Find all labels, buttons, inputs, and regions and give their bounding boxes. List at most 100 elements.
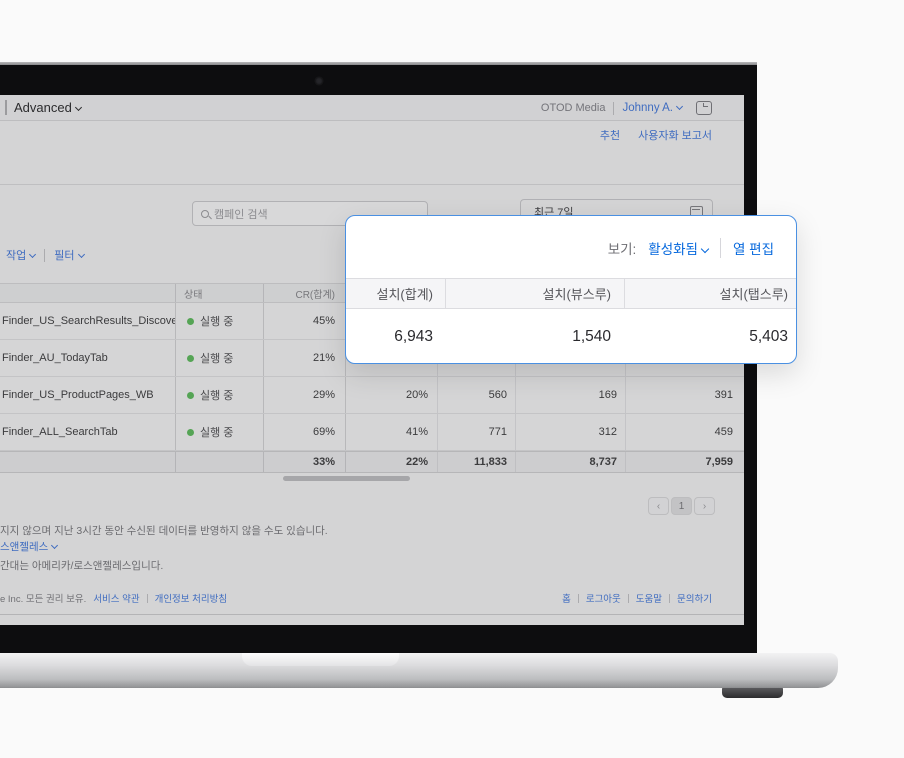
installs-tapthrough-value: 5,403 — [749, 328, 788, 345]
metric-cell: 41% — [345, 414, 437, 450]
column-campaign — [0, 284, 175, 302]
copyright-text: e Inc. 모든 권리 보유. — [0, 594, 87, 605]
chevron-down-icon — [77, 250, 85, 259]
campaign-name[interactable]: Finder_ALL_SearchTab — [2, 426, 118, 438]
metric-cell: 391 — [625, 377, 744, 413]
status-dot — [187, 354, 194, 362]
cr-total-cell: 45% — [263, 303, 345, 339]
chevron-down-icon — [29, 250, 37, 259]
top-nav-bar: Advanced OTOD Media Johnny A. — [0, 95, 744, 121]
totals-metric: 22% — [345, 452, 437, 472]
prev-page-button[interactable]: ‹ — [648, 497, 669, 515]
logout-link[interactable]: 로그아웃 — [585, 594, 621, 605]
status-cell: 실행 중 — [175, 414, 263, 450]
cr-total-cell: 29% — [263, 377, 345, 413]
timezone-link[interactable]: 스앤젤레스 — [0, 539, 59, 554]
search-icon — [201, 209, 209, 218]
nav-right-group: OTOD Media Johnny A. — [541, 95, 712, 121]
pagination: ‹ 1 › — [648, 497, 715, 515]
sidebar-panel-icon[interactable] — [696, 101, 712, 115]
next-page-button[interactable]: › — [694, 497, 715, 515]
callout-values-row: 6,943 1,540 5,403 — [346, 310, 796, 363]
privacy-link[interactable]: 개인정보 처리방침 — [154, 594, 228, 605]
totals-metric: 7,959 — [625, 452, 744, 472]
chevron-down-icon — [675, 102, 684, 111]
view-dropdown[interactable]: 활성화됨 — [648, 238, 710, 258]
search-placeholder: 캠페인 검색 — [214, 208, 268, 221]
column-status[interactable]: 상태 — [175, 284, 263, 302]
cr-total-cell: 21% — [263, 340, 345, 376]
installs-total-value: 6,943 — [394, 328, 433, 345]
campaign-name[interactable]: Finder_US_SearchResults_Discovery — [2, 315, 175, 327]
laptop-lid-edge — [0, 62, 757, 66]
cr-total-cell: 69% — [263, 414, 345, 450]
footer-separator — [669, 593, 671, 603]
status-cell: 실행 중 — [175, 377, 263, 413]
report-links-row: 추천 사용자화 보고서 — [600, 127, 712, 143]
status-dot — [187, 428, 194, 436]
view-controls: 보기: 활성화됨 열 편집 — [608, 238, 774, 258]
metric-cell: 20% — [345, 377, 437, 413]
section-divider — [0, 184, 744, 185]
totals-cr: 33% — [263, 452, 345, 472]
campaign-name[interactable]: Finder_US_ProductPages_WB — [2, 389, 154, 401]
edit-columns-button[interactable]: 열 편집 — [732, 242, 774, 257]
metric-cell: 771 — [437, 414, 515, 450]
footer-separator — [577, 593, 579, 603]
recommendations-link[interactable]: 추천 — [599, 130, 621, 142]
status-cell: 실행 중 — [175, 340, 263, 376]
installs-viewthrough-value: 1,540 — [572, 328, 611, 345]
totals-metric: 8,737 — [515, 452, 625, 472]
footer-separator — [146, 593, 148, 603]
view-label: 보기: — [607, 242, 637, 257]
columns-callout-card: 보기: 활성화됨 열 편집 설치(합계) 설치(뷰스루) 설치(탭스루) 6,9… — [345, 215, 797, 364]
horizontal-scrollbar[interactable] — [283, 476, 410, 481]
user-menu[interactable]: Johnny A. — [622, 102, 684, 114]
campaign-name[interactable]: Finder_AU_TodayTab — [2, 352, 108, 364]
column-installs-total[interactable]: 설치(합계) — [376, 287, 434, 302]
metric-cell: 560 — [437, 377, 515, 413]
controls-separator — [719, 238, 721, 258]
terms-link[interactable]: 서비스 약관 — [93, 594, 140, 605]
column-cr-total[interactable]: CR(합계) — [263, 284, 345, 302]
timezone-note: 간대는 아메리카/로스앤젤레스입니다. — [0, 560, 164, 572]
column-installs-tapthrough[interactable]: 설치(탭스루) — [624, 279, 796, 308]
footer-bar: e Inc. 모든 권리 보유. 서비스 약관 개인정보 처리방침 홈 로그아웃… — [0, 591, 712, 605]
status-dot — [187, 317, 194, 325]
chevron-down-icon — [51, 541, 59, 550]
chevron-down-icon — [700, 244, 710, 254]
laptop-lid-groove — [242, 653, 399, 666]
advanced-label: Advanced — [14, 100, 72, 115]
column-installs-viewthrough[interactable]: 설치(뷰스루) — [445, 279, 624, 308]
filters-menu[interactable]: 필터 — [54, 247, 85, 263]
status-cell: 실행 중 — [175, 303, 263, 339]
status-dot — [187, 391, 194, 399]
metric-cell: 169 — [515, 377, 625, 413]
totals-row: 33% 22% 11,833 8,737 7,959 — [0, 451, 744, 473]
webcam-dot — [315, 77, 323, 85]
footer-separator — [627, 593, 629, 603]
totals-metric: 11,833 — [437, 452, 515, 472]
footer-divider — [0, 614, 744, 615]
actions-menu[interactable]: 작업 — [6, 247, 37, 263]
nav-separator — [613, 101, 615, 115]
help-link[interactable]: 도움말 — [635, 594, 663, 605]
footer-left: e Inc. 모든 권리 보유. 서비스 약관 개인정보 처리방침 — [0, 591, 227, 605]
table-row[interactable]: Finder_ALL_SearchTab 실행 중 69% 41% 771 31… — [0, 414, 744, 451]
metric-cell: 459 — [625, 414, 744, 450]
footer-right: 홈 로그아웃 도움말 문의하기 — [562, 591, 712, 605]
org-name: OTOD Media — [540, 102, 606, 114]
callout-header-row: 설치(합계) 설치(뷰스루) 설치(탭스루) — [346, 278, 796, 309]
chevron-down-icon — [74, 103, 82, 112]
contact-link[interactable]: 문의하기 — [677, 594, 712, 605]
table-row[interactable]: Finder_US_ProductPages_WB 실행 중 29% 20% 5… — [0, 377, 744, 414]
data-delay-note: 지지 않으며 지난 3시간 동안 수신된 데이터를 반영하지 않을 수도 있습니… — [0, 525, 328, 537]
laptop-base — [0, 653, 838, 688]
actions-separator — [44, 248, 46, 262]
advanced-menu[interactable]: Advanced — [14, 100, 82, 115]
home-link[interactable]: 홈 — [562, 594, 571, 605]
custom-reports-link[interactable]: 사용자화 보고서 — [638, 130, 712, 142]
current-page-button[interactable]: 1 — [671, 497, 692, 515]
nav-divider — [5, 100, 7, 115]
metric-cell: 312 — [515, 414, 625, 450]
